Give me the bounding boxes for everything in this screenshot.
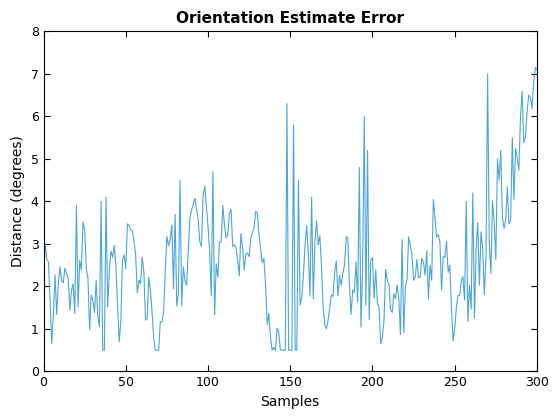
Title: Orientation Estimate Error: Orientation Estimate Error bbox=[176, 11, 404, 26]
X-axis label: Samples: Samples bbox=[260, 395, 320, 409]
Y-axis label: Distance (degrees): Distance (degrees) bbox=[11, 136, 25, 268]
